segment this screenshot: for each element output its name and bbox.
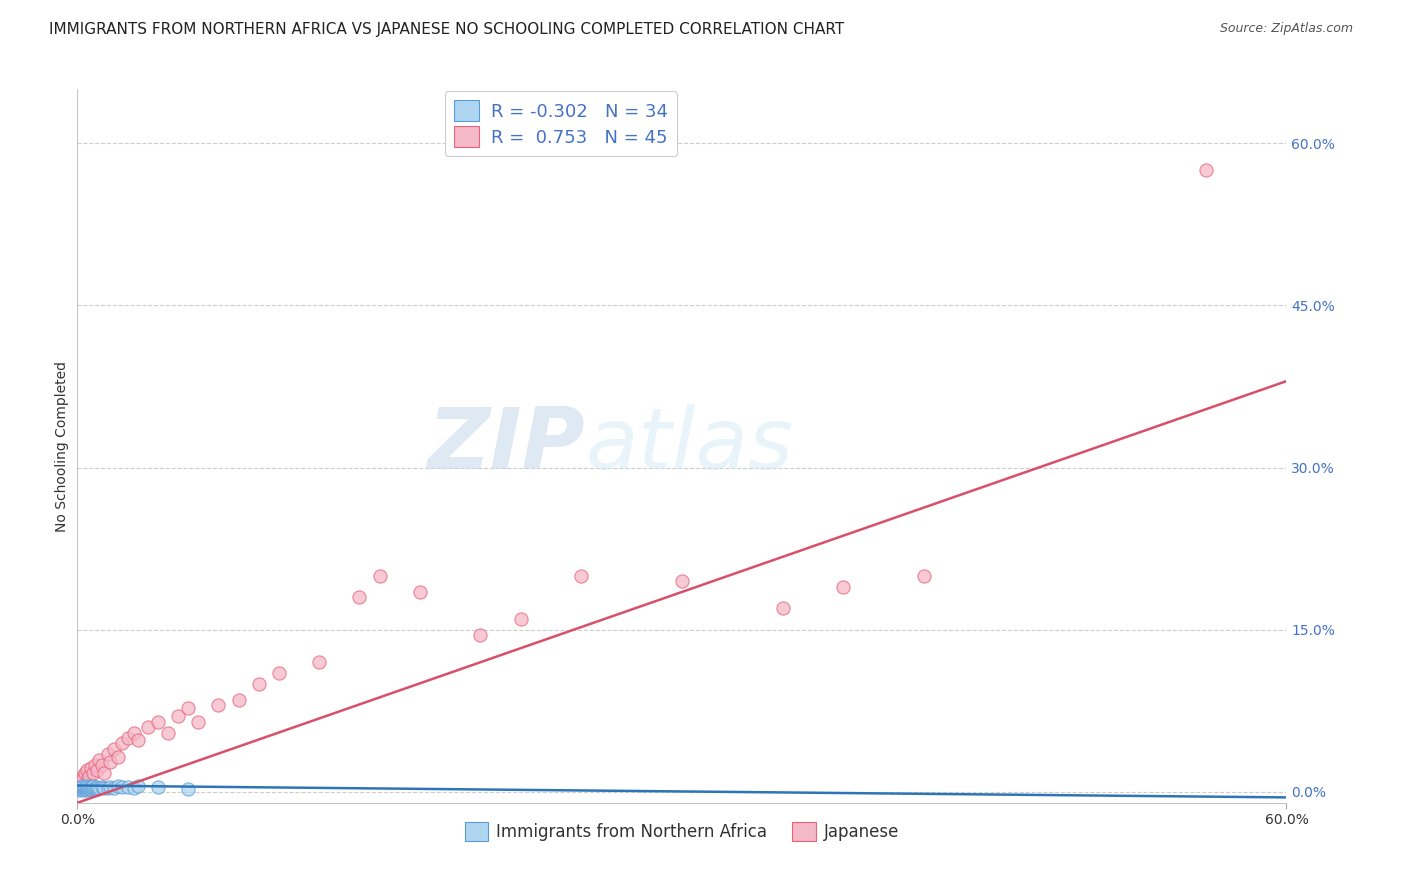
Point <box>86 780 108 794</box>
Point <box>111 780 134 794</box>
Point <box>76 774 98 789</box>
Point <box>70 776 93 790</box>
Point <box>82 780 104 795</box>
Point <box>93 765 115 780</box>
Point <box>146 780 169 794</box>
Point <box>111 736 134 750</box>
Point <box>207 698 229 713</box>
Point <box>569 568 592 582</box>
Point <box>72 779 94 793</box>
Point <box>98 755 121 769</box>
Point <box>84 758 107 772</box>
Point <box>89 753 111 767</box>
Point <box>72 769 94 783</box>
Point <box>70 781 93 796</box>
Point <box>80 761 103 775</box>
Text: IMMIGRANTS FROM NORTHERN AFRICA VS JAPANESE NO SCHOOLING COMPLETED CORRELATION C: IMMIGRANTS FROM NORTHERN AFRICA VS JAPAN… <box>49 22 845 37</box>
Y-axis label: No Schooling Completed: No Schooling Completed <box>55 360 69 532</box>
Point <box>76 780 98 795</box>
Point <box>832 580 855 594</box>
Point <box>90 758 112 772</box>
Point <box>80 781 103 796</box>
Text: ZIP: ZIP <box>427 404 585 488</box>
Point <box>671 574 693 589</box>
Point <box>349 591 371 605</box>
Point <box>76 782 98 797</box>
Point <box>82 779 104 793</box>
Point <box>76 764 98 778</box>
Point <box>136 720 159 734</box>
Point <box>409 585 432 599</box>
Point <box>72 780 94 795</box>
Point <box>79 780 101 794</box>
Point <box>75 765 97 780</box>
Point <box>509 612 531 626</box>
Point <box>75 781 97 796</box>
Text: Source: ZipAtlas.com: Source: ZipAtlas.com <box>1219 22 1353 36</box>
Point <box>79 769 101 783</box>
Point <box>127 733 149 747</box>
Point <box>93 780 115 795</box>
Point <box>228 693 250 707</box>
Point <box>177 781 200 796</box>
Point <box>308 655 330 669</box>
Point <box>96 780 118 795</box>
Point <box>122 780 145 795</box>
Point <box>122 725 145 739</box>
Point <box>187 714 209 729</box>
Point <box>72 772 94 786</box>
Point <box>98 780 121 794</box>
Point <box>89 780 111 795</box>
Point <box>157 725 180 739</box>
Point <box>80 780 103 794</box>
Point <box>67 782 90 797</box>
Point <box>247 677 270 691</box>
Point <box>107 750 129 764</box>
Point <box>90 780 112 794</box>
Text: atlas: atlas <box>585 404 793 488</box>
Point <box>177 700 200 714</box>
Point <box>107 779 129 793</box>
Point <box>70 780 93 794</box>
Point <box>75 780 97 794</box>
Point <box>103 780 125 795</box>
Point <box>96 747 118 761</box>
Point <box>1195 163 1218 178</box>
Point <box>67 774 90 789</box>
Point <box>117 780 139 794</box>
Point <box>79 781 101 796</box>
Point <box>912 568 935 582</box>
Point <box>67 780 90 795</box>
Legend: Immigrants from Northern Africa, Japanese: Immigrants from Northern Africa, Japanes… <box>458 815 905 848</box>
Point <box>167 709 190 723</box>
Point <box>470 628 492 642</box>
Point <box>86 764 108 778</box>
Point <box>82 765 104 780</box>
Point <box>103 741 125 756</box>
Point <box>84 780 107 795</box>
Point <box>127 779 149 793</box>
Point <box>117 731 139 745</box>
Point <box>146 714 169 729</box>
Point <box>267 666 290 681</box>
Point <box>368 568 391 582</box>
Point <box>86 781 108 796</box>
Point <box>72 782 94 797</box>
Point <box>76 779 98 793</box>
Point <box>772 601 794 615</box>
